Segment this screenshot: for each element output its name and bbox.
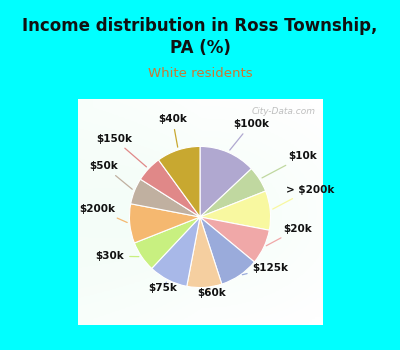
Wedge shape bbox=[200, 169, 266, 217]
Text: $30k: $30k bbox=[96, 251, 139, 261]
Wedge shape bbox=[140, 160, 200, 217]
Text: White residents: White residents bbox=[148, 67, 252, 80]
Text: $40k: $40k bbox=[158, 114, 187, 147]
Wedge shape bbox=[200, 191, 270, 230]
Wedge shape bbox=[131, 179, 200, 217]
Wedge shape bbox=[152, 217, 200, 286]
Wedge shape bbox=[134, 217, 200, 268]
Wedge shape bbox=[200, 217, 254, 284]
Text: $100k: $100k bbox=[230, 119, 269, 150]
Text: $20k: $20k bbox=[266, 224, 312, 246]
Text: $125k: $125k bbox=[242, 263, 288, 275]
Text: $50k: $50k bbox=[90, 161, 132, 189]
Text: $75k: $75k bbox=[148, 282, 177, 293]
Text: Income distribution in Ross Township,
PA (%): Income distribution in Ross Township, PA… bbox=[22, 17, 378, 57]
Wedge shape bbox=[187, 217, 222, 288]
Wedge shape bbox=[158, 146, 200, 217]
Wedge shape bbox=[130, 204, 200, 243]
Text: City-Data.com: City-Data.com bbox=[251, 107, 315, 116]
Text: $150k: $150k bbox=[96, 134, 146, 167]
Text: $10k: $10k bbox=[262, 151, 317, 178]
Text: $60k: $60k bbox=[197, 288, 226, 299]
Wedge shape bbox=[200, 217, 269, 262]
Text: > $200k: > $200k bbox=[273, 184, 334, 209]
Wedge shape bbox=[200, 146, 252, 217]
Text: $200k: $200k bbox=[79, 204, 127, 223]
